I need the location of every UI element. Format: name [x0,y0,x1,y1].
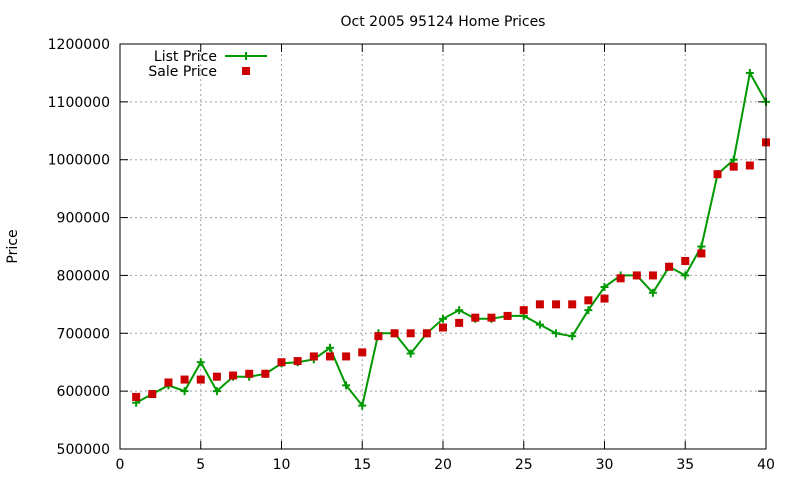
sale-price-point [745,161,754,170]
sale-price-point [697,249,706,258]
legend-swatch-list-marker [242,52,250,60]
series-layer [132,68,770,410]
sale-price-point [471,313,480,322]
sale-price-point [180,375,189,384]
sale-price-point [455,318,464,327]
list-price-point [455,306,464,315]
list-price-point [535,320,544,329]
sale-price-point [422,329,431,338]
list-price-point [358,401,367,410]
sale-price-point [552,300,561,309]
sale-price-point [309,352,318,361]
y-tick-label: 900000 [57,211,110,227]
sale-price-point [390,329,399,338]
list-price-point [406,349,415,358]
list-price-point [212,387,221,396]
list-price-point [342,381,351,390]
sale-price-point [132,392,141,401]
sale-price-point [245,369,254,378]
sale-price-point [374,332,383,341]
x-tick-label: 0 [116,457,125,473]
sale-price-point [648,271,657,280]
sale-price-point [277,358,286,367]
x-tick-label: 5 [196,457,205,473]
sale-price-point [358,348,367,357]
list-price-point [745,68,754,77]
plot-frame [119,43,767,450]
sale-price-point [164,378,173,387]
sale-price-point [196,375,205,384]
x-tick-label: 40 [757,457,775,473]
list-price-point [552,329,561,338]
legend-swatch-sale-marker [242,67,250,75]
sale-price-point [535,300,544,309]
sale-price-point [519,306,528,315]
list-price-point [180,387,189,396]
sale-price-point [439,323,447,332]
list-price-point [729,155,738,164]
list-price-point [568,332,577,341]
y-tick-label: 1000000 [48,153,110,169]
y-axis-label: Price [5,229,21,263]
series-sale-price [132,138,770,401]
sale-price-point [148,390,157,399]
sale-price-point [212,372,221,381]
sale-price-point [665,262,674,271]
sale-price-point [503,311,512,320]
sale-price-point [342,352,351,361]
y-tick-label: 700000 [57,326,110,342]
chart-title: Oct 2005 95124 Home Prices [341,14,546,30]
x-tick-label: 20 [434,457,452,473]
sale-price-point [487,313,496,322]
x-tick-label: 35 [676,457,694,473]
list-price-point [681,271,690,280]
legend-label-list-price: List Price [154,49,217,65]
list-price-line [135,69,767,408]
list-price-point [584,306,593,315]
legend: List Price Sale Price [148,49,267,80]
sale-price-point [729,162,738,171]
y-tick-label: 1200000 [48,37,110,53]
y-tick-label: 1100000 [48,95,110,111]
y-tick-label: 800000 [57,268,110,284]
legend-label-sale-price: Sale Price [148,64,217,80]
x-tick-label: 15 [353,457,371,473]
sale-price-point [713,170,722,179]
sale-price-point [600,294,609,303]
sale-price-point [568,300,577,309]
list-price-point [648,288,657,297]
x-tick-label: 30 [596,457,614,473]
sale-price-point [406,329,415,338]
sale-price-point [261,369,270,378]
y-tick-label: 500000 [57,442,110,458]
list-price-point [697,242,706,251]
y-tick-label: 600000 [57,384,110,400]
sale-price-point [325,352,334,361]
sale-price-point [616,274,625,283]
x-tick-label: 10 [273,457,291,473]
list-price-point [439,314,447,323]
list-price-point [196,358,205,367]
series-list-price [132,68,770,410]
list-price-point [600,283,609,291]
list-price-point [325,343,334,352]
sale-price-point [293,357,302,366]
sale-price-point [681,256,690,265]
sale-price-point [632,271,641,280]
sale-price-point [584,296,593,305]
x-tick-label: 25 [515,457,533,473]
axis-ticks: 500000 600000 700000 800000 900000 1000000 110… [48,37,775,473]
sale-price-point [229,371,238,380]
